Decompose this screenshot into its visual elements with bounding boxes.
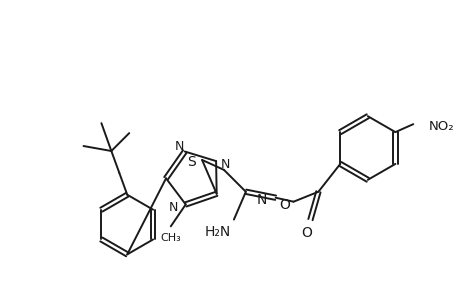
Text: H₂N: H₂N	[204, 224, 230, 239]
Text: O: O	[300, 226, 311, 239]
Text: CH₃: CH₃	[160, 233, 181, 243]
Text: N: N	[221, 158, 230, 171]
Text: N: N	[256, 193, 266, 207]
Text: O: O	[279, 198, 290, 212]
Text: NO₂: NO₂	[428, 120, 454, 133]
Text: N: N	[168, 201, 177, 214]
Text: S: S	[187, 155, 196, 169]
Text: N: N	[175, 140, 184, 153]
